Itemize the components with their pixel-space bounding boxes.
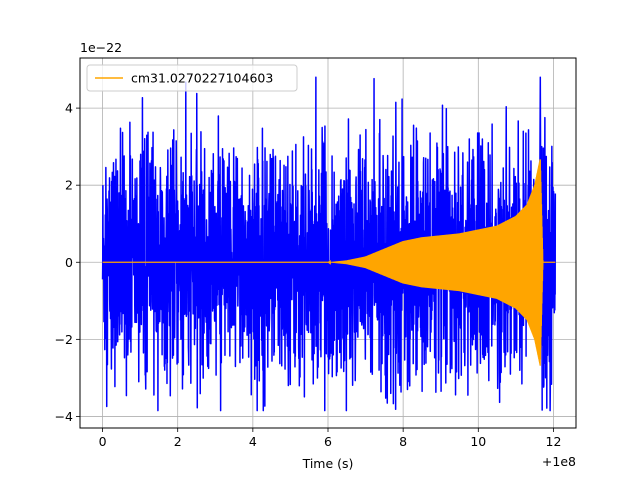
y-tick-label: 2 xyxy=(65,178,73,193)
y-tick-label: 4 xyxy=(65,101,73,116)
x-tick-label: 4 xyxy=(249,434,257,449)
x-offset-label: +1e8 xyxy=(542,454,576,469)
y-tick-label: −4 xyxy=(55,409,73,424)
legend-label-chirp: cm31.0270227104603 xyxy=(131,71,273,86)
chirp-series-line xyxy=(102,159,556,366)
x-tick-label: 0 xyxy=(99,434,107,449)
x-tick-label: 12 xyxy=(546,434,562,449)
series-chirp xyxy=(102,159,556,366)
x-axis-ticks: 0 2 4 6 8 10 12 xyxy=(99,428,562,449)
x-tick-label: 6 xyxy=(324,434,332,449)
x-tick-label: 8 xyxy=(399,434,407,449)
y-axis-ticks: −4 −2 0 2 4 xyxy=(55,101,80,424)
x-axis-label: Time (s) xyxy=(302,456,354,471)
y-scale-label: 1e−22 xyxy=(80,40,122,55)
legend: cm31.0270227104603 xyxy=(86,64,298,92)
legend-box xyxy=(86,64,298,92)
x-tick-label: 10 xyxy=(470,434,486,449)
y-tick-label: −2 xyxy=(55,332,73,347)
y-tick-label: 0 xyxy=(65,255,73,270)
x-tick-label: 2 xyxy=(174,434,182,449)
